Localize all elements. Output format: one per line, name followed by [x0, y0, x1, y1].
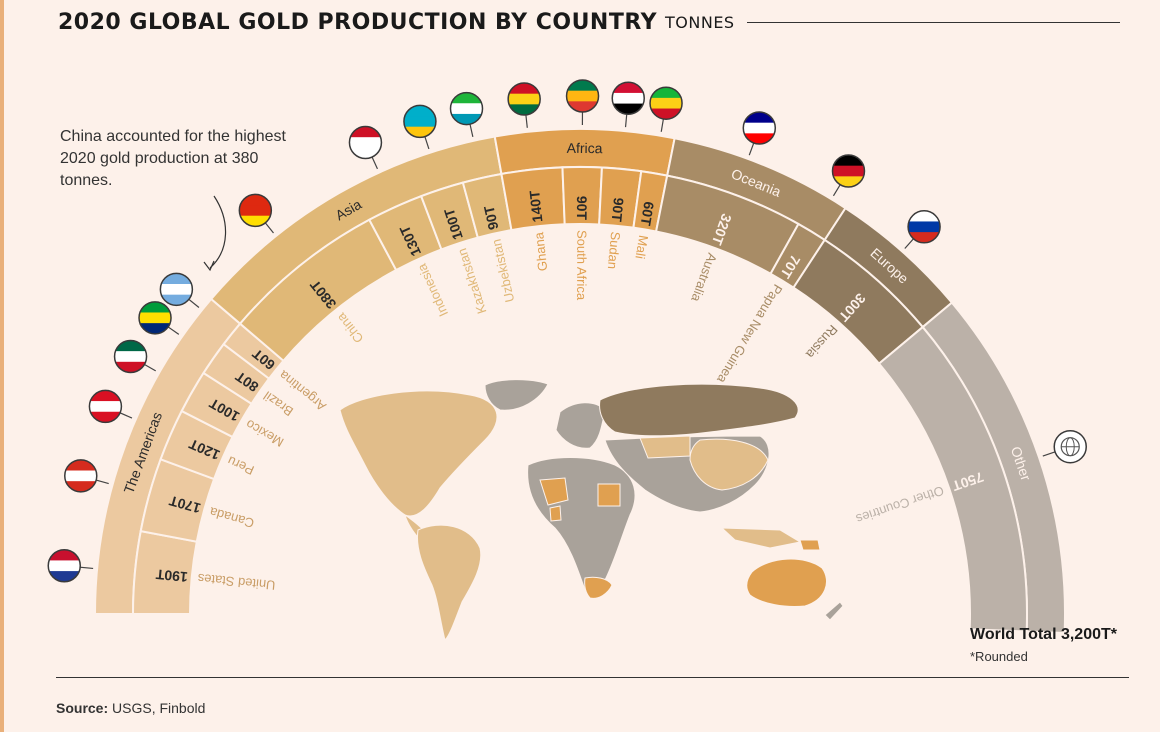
- map-china: [689, 438, 769, 491]
- map-ghana: [549, 505, 562, 522]
- uzbekistan-flag-icon: [449, 91, 484, 126]
- map-mali: [539, 477, 569, 506]
- country-label-sudan: Sudan: [605, 231, 623, 270]
- country-label-uzbekistan: Uzbekistan: [489, 238, 518, 304]
- country-label-other-countries: Other Countries: [854, 483, 946, 527]
- map-indonesia: [720, 527, 802, 549]
- country-label-ghana: Ghana: [531, 231, 550, 272]
- footnote: *Rounded: [970, 649, 1028, 664]
- source-line: Source: USGS, Finbold: [56, 700, 205, 716]
- australia-flag-icon: [742, 111, 777, 145]
- map-europe-west: [555, 402, 606, 449]
- country-label-papua-new-guinea: Papua New Guinea: [714, 282, 786, 387]
- usa-flag-icon: [47, 549, 82, 583]
- value-label-united-states: 190T: [155, 566, 189, 585]
- country-label-indonesia: Indonesia: [414, 261, 451, 319]
- mali-flag-icon: [649, 86, 683, 120]
- left-accent-bar: [0, 0, 4, 732]
- country-label-brazil: Brazil: [261, 388, 296, 419]
- page-title: 2020 GLOBAL GOLD PRODUCTION BY COUNTRY: [58, 9, 658, 35]
- country-label-china: China: [333, 309, 366, 345]
- country-label-kazakhstan: Kazakhstan: [454, 246, 489, 315]
- region-label-africa: Africa: [567, 140, 603, 156]
- country-label-south-africa: South Africa: [574, 230, 589, 301]
- country-label-canada: Canada: [207, 504, 256, 531]
- map-greenland: [484, 379, 549, 411]
- south-africa-flag-icon: [565, 79, 600, 113]
- china-flag-icon: [238, 193, 273, 228]
- russia-flag-icon: [907, 210, 941, 244]
- total-value: Total 3,200T*: [1019, 626, 1117, 643]
- canada-flag-icon: [64, 459, 98, 493]
- country-label-australia: Australia: [688, 251, 720, 304]
- map-png: [799, 539, 821, 551]
- bar-other-countries: [877, 325, 1029, 633]
- title-divider: [746, 21, 1120, 23]
- argentina-flag-icon: [159, 272, 194, 307]
- map-north-america: [339, 390, 498, 517]
- value-label-sudan: 90T: [609, 197, 627, 223]
- world-total: World Total 3,200T*: [970, 626, 1117, 644]
- world-label: World: [970, 626, 1016, 643]
- kazakhstan-flag-icon: [403, 104, 437, 139]
- brazil-flag-icon: [138, 301, 172, 335]
- footer-divider: [56, 677, 1129, 678]
- mexico-flag-icon: [113, 339, 148, 374]
- indonesia-flag-icon: [348, 125, 383, 160]
- country-label-united-states: United States: [196, 571, 276, 593]
- map-russia: [599, 383, 799, 437]
- world-map: [339, 379, 844, 641]
- peru-flag-icon: [88, 389, 123, 424]
- map-kazakhstan: [639, 435, 691, 459]
- map-sudan: [597, 483, 621, 507]
- source-label: Source:: [56, 700, 109, 716]
- map-south-america: [416, 524, 482, 641]
- sudan-flag-icon: [611, 81, 645, 116]
- map-africa: [527, 457, 636, 595]
- value-label-uzbekistan: 90T: [480, 204, 501, 231]
- country-label-mali: Mali: [632, 234, 651, 260]
- country-label-russia: Russia: [803, 322, 841, 362]
- map-new-zealand: [824, 601, 844, 621]
- png-flag-icon: [831, 154, 866, 188]
- globe-icon: [1053, 429, 1087, 464]
- country-label-peru: Peru: [225, 453, 256, 478]
- callout-arrowhead: [203, 260, 215, 272]
- ghana-flag-icon: [507, 82, 541, 116]
- country-label-mexico: Mexico: [243, 417, 286, 450]
- source-text: USGS, Finbold: [112, 700, 206, 716]
- value-label-mali: 60T: [637, 200, 657, 227]
- flag-icons: [47, 79, 1087, 583]
- title-row: 2020 GLOBAL GOLD PRODUCTION BY COUNTRY T…: [58, 6, 1120, 38]
- callout-arrow: [209, 195, 227, 269]
- map-south-africa: [584, 576, 613, 599]
- unit-label: TONNES: [665, 12, 735, 32]
- value-label-south-africa: 90T: [574, 196, 590, 221]
- map-australia: [746, 558, 827, 607]
- arc-bars: [93, 128, 1067, 635]
- china-callout: China accounted for the highest 2020 gol…: [60, 128, 286, 189]
- value-label-ghana: 140T: [526, 189, 545, 223]
